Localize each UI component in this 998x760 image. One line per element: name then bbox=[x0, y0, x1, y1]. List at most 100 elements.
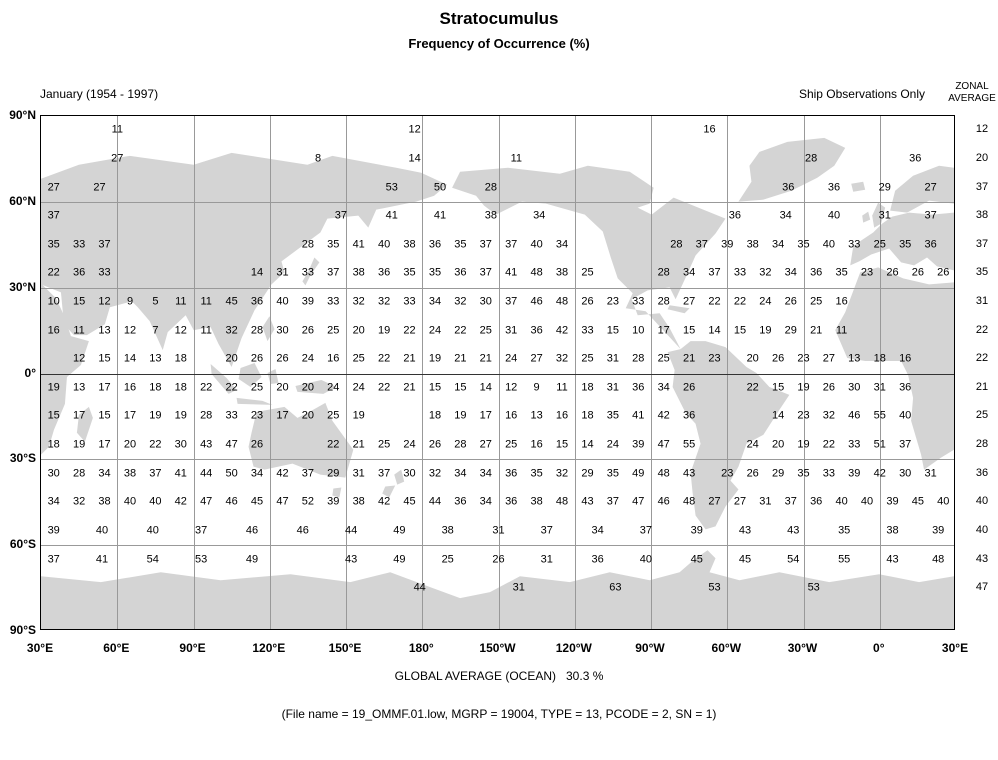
grid-value: 24 bbox=[746, 438, 759, 451]
lon-tick-label: 0° bbox=[873, 641, 885, 655]
grid-value: 18 bbox=[47, 438, 60, 451]
grid-value: 38 bbox=[352, 495, 365, 508]
grid-value: 40 bbox=[149, 495, 162, 508]
grid-value: 16 bbox=[835, 295, 848, 308]
grid-value: 37 bbox=[784, 495, 797, 508]
grid-value: 37 bbox=[479, 238, 492, 251]
grid-value: 29 bbox=[784, 324, 797, 337]
grid-value: 27 bbox=[733, 495, 747, 508]
grid-value: 25 bbox=[657, 352, 670, 365]
grid-value: 36 bbox=[632, 381, 645, 394]
grid-value: 14 bbox=[250, 266, 264, 279]
zonal-average-header: ZONAL AVERAGE bbox=[946, 81, 998, 105]
grid-value: 15 bbox=[733, 324, 747, 337]
grid-value: 20 bbox=[771, 438, 785, 451]
grid-value: 15 bbox=[72, 295, 86, 308]
grid-value: 22 bbox=[454, 324, 467, 337]
grid-value: 39 bbox=[721, 238, 734, 251]
grid-value: 37 bbox=[505, 295, 518, 308]
grid-value: 13 bbox=[149, 352, 162, 365]
grid-value: 26 bbox=[771, 352, 785, 365]
grid-value: 10 bbox=[47, 295, 60, 308]
grid-value: 11 bbox=[111, 123, 124, 136]
grid-value: 46 bbox=[848, 409, 861, 422]
grid-value: 34 bbox=[479, 467, 492, 480]
grid-value: 26 bbox=[276, 352, 289, 365]
grid-value: 21 bbox=[810, 324, 823, 337]
grid-value: 38 bbox=[98, 495, 111, 508]
landmass-europe bbox=[850, 212, 954, 271]
grid-value: 32 bbox=[428, 467, 442, 480]
grid-value: 36 bbox=[454, 266, 467, 279]
grid-value: 12 bbox=[98, 295, 111, 308]
grid-value: 47 bbox=[657, 438, 670, 451]
grid-value: 21 bbox=[403, 352, 416, 365]
grid-value: 34 bbox=[682, 266, 696, 279]
grid-value: 9 bbox=[533, 381, 540, 394]
grid-value: 22 bbox=[149, 438, 162, 451]
gridline-horizontal bbox=[41, 459, 954, 461]
grid-value: 29 bbox=[581, 467, 594, 480]
zonal-average-value: 35 bbox=[975, 266, 989, 279]
page-subtitle: Frequency of Occurrence (%) bbox=[408, 36, 590, 51]
grid-value: 28 bbox=[657, 295, 670, 308]
grid-value: 43 bbox=[886, 553, 899, 565]
grid-value: 44 bbox=[200, 467, 213, 480]
lon-tick-label: 120°W bbox=[555, 641, 592, 655]
grid-value: 22 bbox=[746, 381, 759, 394]
grid-value: 25 bbox=[810, 295, 823, 308]
grid-value: 15 bbox=[555, 438, 569, 451]
grid-value: 51 bbox=[873, 438, 886, 451]
grid-value: 35 bbox=[606, 409, 620, 422]
grid-value: 31 bbox=[352, 467, 365, 480]
grid-value: 15 bbox=[682, 324, 696, 337]
landmass-japan bbox=[302, 257, 320, 286]
grid-value: 23 bbox=[797, 352, 810, 365]
lat-tick-label: 60°N bbox=[9, 193, 36, 208]
grid-value: 19 bbox=[47, 381, 60, 394]
grid-value: 24 bbox=[403, 438, 416, 451]
gridline-horizontal bbox=[41, 201, 954, 203]
grid-value: 34 bbox=[555, 238, 569, 251]
grid-value: 16 bbox=[123, 381, 137, 394]
grid-value: 48 bbox=[555, 295, 569, 308]
grid-value: 41 bbox=[433, 209, 447, 222]
landmass-new-zealand-south bbox=[382, 485, 396, 498]
zonal-average-value: 38 bbox=[975, 209, 989, 222]
grid-value: 37 bbox=[708, 266, 721, 279]
grid-value: 37 bbox=[377, 467, 391, 480]
grid-value: 28 bbox=[72, 467, 86, 480]
grid-value: 40 bbox=[123, 495, 137, 508]
page-title: Stratocumulus bbox=[439, 9, 559, 28]
file-info-caption: (File name = 19_OMMF.01.low, MGRP = 1900… bbox=[281, 707, 717, 721]
plot-area: 11 12 16 27 8 14 11 28 36 27 27 53 50 28 36 36 29 27 37 37 4… bbox=[40, 115, 955, 630]
grid-value: 42 bbox=[174, 495, 187, 508]
grid-value: 45 bbox=[250, 495, 264, 508]
grid-value: 32 bbox=[454, 295, 467, 308]
grid-value: 52 bbox=[301, 495, 315, 508]
grid-value: 20 bbox=[276, 381, 289, 394]
grid-value: 35 bbox=[428, 266, 442, 279]
grid-value: 36 bbox=[72, 266, 86, 279]
grid-value: 44 bbox=[413, 581, 426, 594]
grid-value: 39 bbox=[301, 295, 315, 308]
grid-value: 21 bbox=[682, 352, 696, 365]
grid-value: 34 bbox=[784, 266, 797, 279]
grid-value: 63 bbox=[609, 581, 622, 594]
grid-value: 41 bbox=[385, 209, 398, 222]
grid-value: 26 bbox=[428, 438, 442, 451]
grid-value: 33 bbox=[98, 266, 111, 279]
grid-value: 43 bbox=[682, 467, 696, 480]
grid-value: 25 bbox=[581, 266, 594, 279]
grid-value: 42 bbox=[555, 324, 569, 337]
grid-value: 29 bbox=[771, 467, 785, 480]
grid-value: 26 bbox=[746, 467, 759, 480]
grid-value: 11 bbox=[175, 295, 187, 308]
grid-value: 31 bbox=[606, 352, 620, 365]
grid-value: 54 bbox=[146, 553, 159, 565]
grid-value: 32 bbox=[377, 295, 391, 308]
grid-value: 33 bbox=[581, 324, 594, 337]
grid-value: 34 bbox=[657, 381, 670, 394]
grid-value: 32 bbox=[759, 266, 772, 279]
grid-value: 38 bbox=[352, 266, 365, 279]
